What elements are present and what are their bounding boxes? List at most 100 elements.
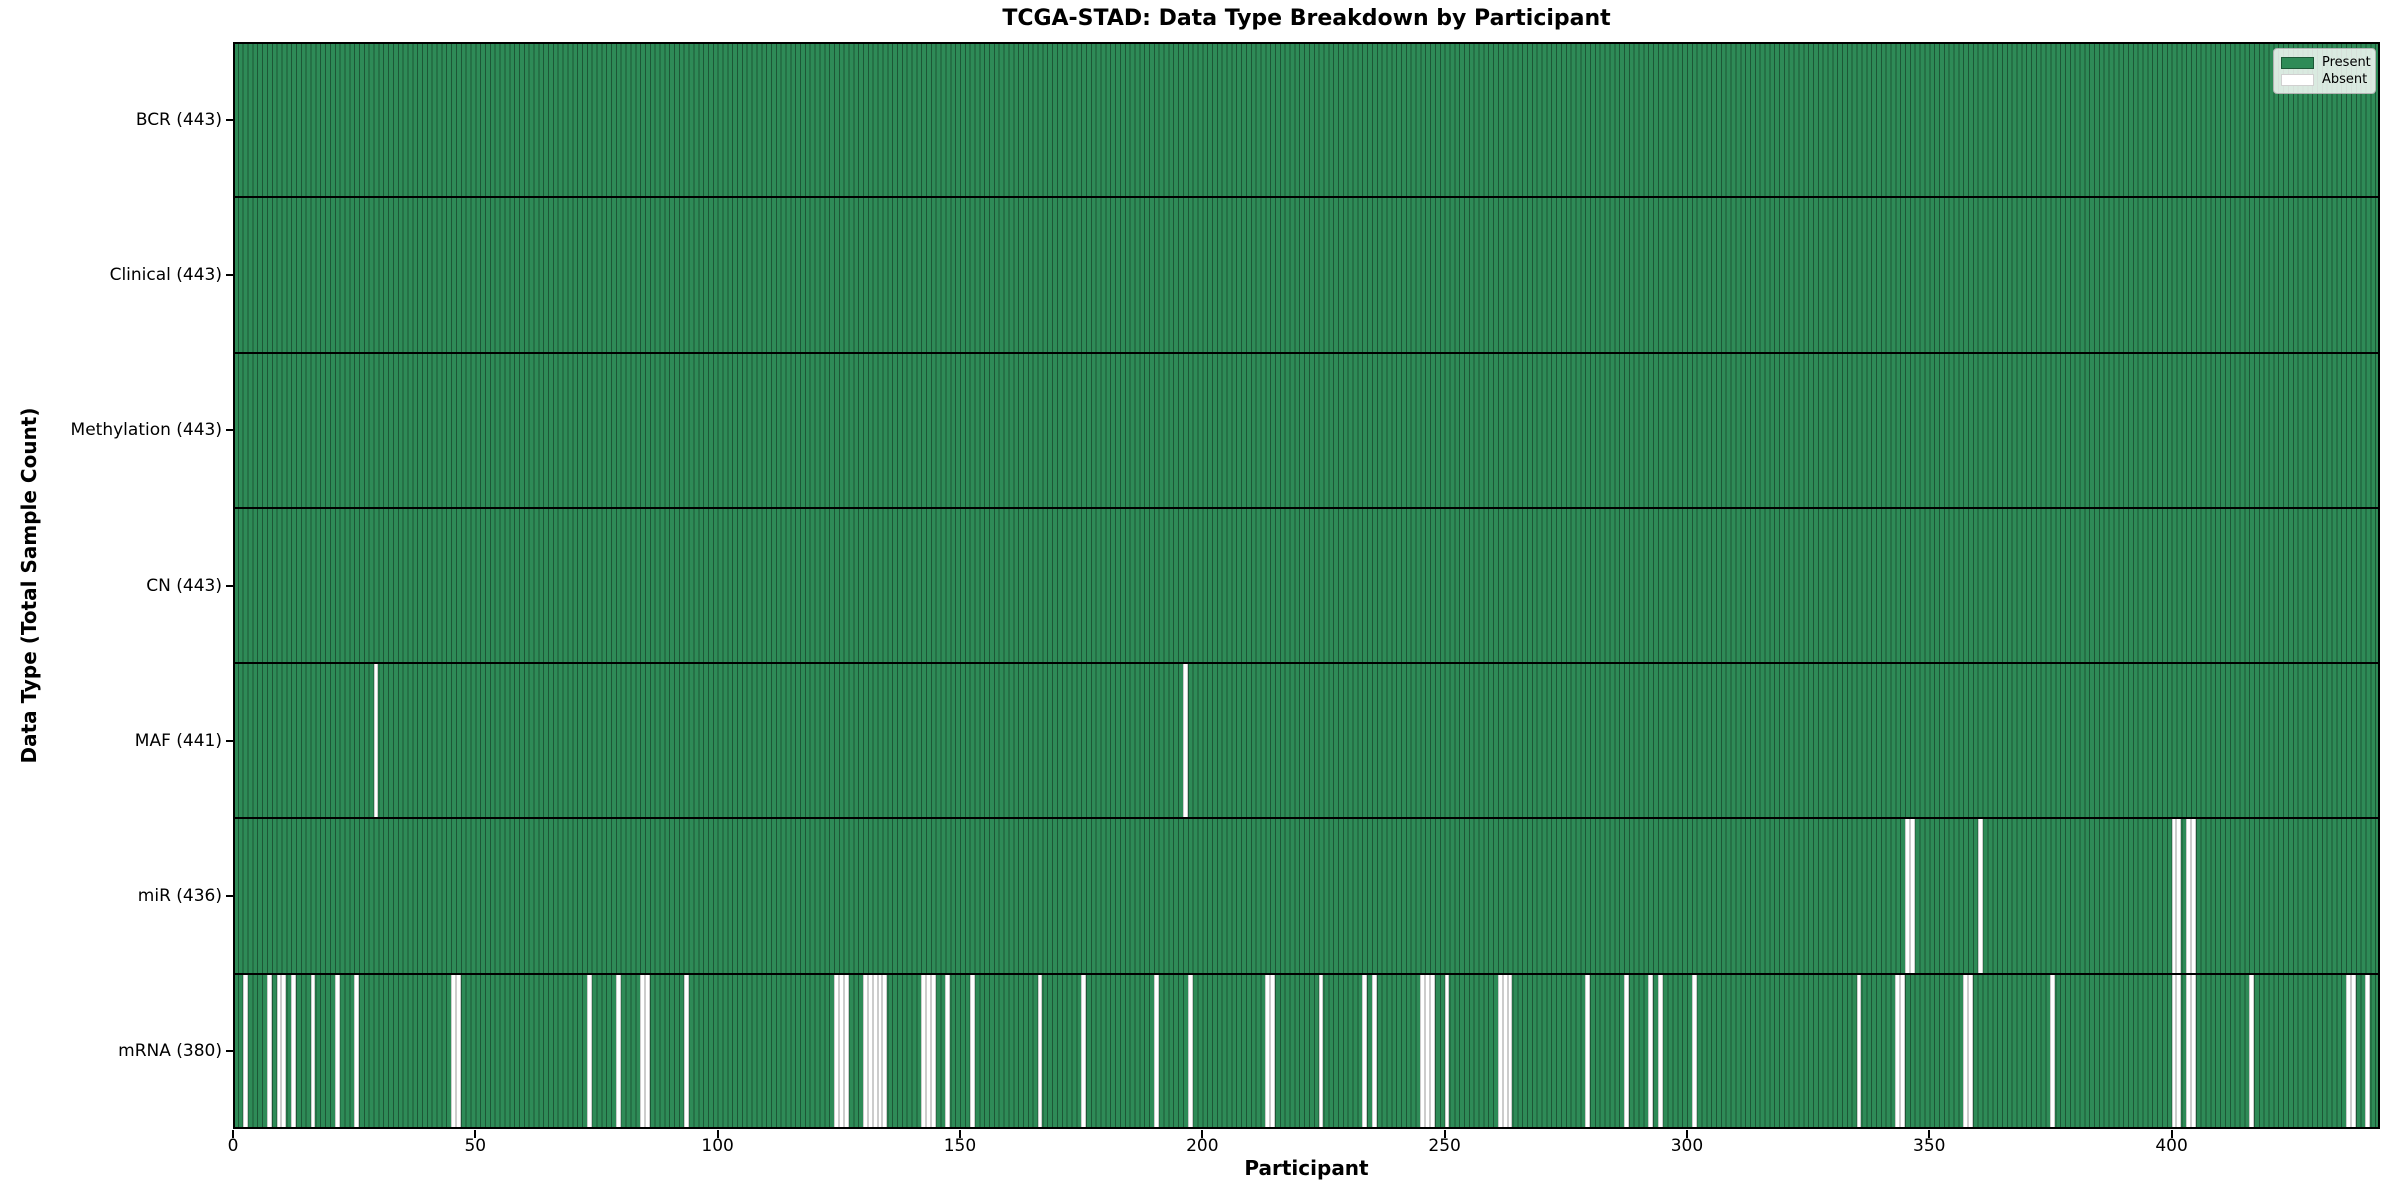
absent-bar (1420, 973, 1426, 1129)
x-tick-label: 400 (2155, 1136, 2188, 1156)
absent-bar (833, 973, 839, 1129)
heatmap-row-bcr (233, 42, 2380, 198)
y-tick-label: Methylation (443) (70, 420, 222, 441)
heatmap-row-methylation (233, 352, 2380, 508)
absent-bar (640, 973, 645, 1129)
absent-bar (644, 973, 650, 1129)
row-separator (233, 196, 2380, 199)
legend-item-absent: Absent (2281, 71, 2368, 88)
absent-bar (1648, 973, 1654, 1129)
y-tick-label: CN (443) (146, 575, 222, 596)
absent-bar (2050, 973, 2056, 1129)
y-tick-mark (226, 1050, 233, 1053)
absent-bar (930, 973, 936, 1129)
absent-bar (877, 973, 883, 1129)
absent-bar (1623, 973, 1629, 1129)
row-separator (233, 972, 2380, 975)
absent-bar (2365, 973, 2371, 1129)
absent-bar (291, 973, 296, 1129)
absent-bar (838, 973, 844, 1129)
absent-bar (1900, 973, 1906, 1129)
plot-area (233, 42, 2380, 1129)
x-tick-mark (2170, 1130, 2173, 1138)
heatmap-row-maf (233, 663, 2380, 819)
y-tick-mark (226, 118, 233, 121)
x-tick-mark (1201, 1130, 1204, 1138)
y-tick-mark (226, 429, 233, 432)
x-tick-mark (232, 1130, 234, 1138)
absent-bar (1657, 973, 1663, 1129)
absent-bar (1502, 973, 1508, 1129)
absent-bar (2171, 818, 2177, 974)
y-tick-label: BCR (443) (135, 109, 222, 130)
legend-label-absent: Absent (2322, 72, 2368, 87)
chart-title: TCGA-STAD: Data Type Breakdown by Partic… (1002, 6, 1611, 31)
x-tick-mark (1928, 1130, 1931, 1138)
absent-bar (1371, 973, 1377, 1129)
absent-bar (2186, 818, 2191, 974)
absent-bar (276, 973, 282, 1129)
absent-bar (1265, 973, 1271, 1129)
absent-bar (1182, 663, 1188, 819)
absent-bar (373, 663, 379, 819)
absent-bar (2171, 973, 2177, 1129)
legend-item-present: Present (2281, 54, 2371, 71)
x-tick-mark (1443, 1130, 1446, 1138)
x-tick-label: 100 (701, 1136, 734, 1156)
y-axis-label: Data Type (Total Sample Count) (17, 407, 41, 764)
y-tick-mark (226, 273, 233, 276)
y-tick-label: miR (436) (137, 886, 222, 907)
x-tick-label: 150 (943, 1136, 977, 1156)
x-tick-label: 200 (1186, 1136, 1219, 1156)
absent-bar (1507, 973, 1513, 1129)
absent-bar (843, 973, 849, 1129)
absent-bar (1905, 818, 1910, 974)
x-tick-mark (958, 1130, 961, 1138)
y-tick-mark (226, 895, 233, 898)
absent-bar (455, 973, 461, 1129)
absent-bar (586, 973, 592, 1129)
heatmap-row-mir (233, 818, 2380, 974)
absent-bar (1856, 973, 1862, 1129)
legend-label-present: Present (2322, 55, 2371, 70)
absent-bar (2176, 973, 2182, 1129)
x-tick-label: 300 (1670, 1136, 1704, 1156)
legend: Present Absent (2273, 48, 2376, 94)
absent-bar (1968, 973, 1973, 1129)
absent-bar (451, 973, 456, 1129)
row-separator (233, 506, 2380, 509)
absent-bar (926, 973, 931, 1129)
absent-bar (1585, 973, 1591, 1129)
absent-bar (1318, 973, 1324, 1129)
row-separator (233, 351, 2380, 354)
y-tick-mark (226, 739, 233, 742)
absent-bar (310, 973, 316, 1129)
row-separator (233, 817, 2380, 820)
x-tick-mark (1685, 1130, 1688, 1138)
absent-bar (354, 973, 359, 1129)
x-tick-mark (474, 1130, 477, 1138)
absent-bar (921, 973, 927, 1129)
absent-bar (2346, 973, 2351, 1129)
absent-bar (1963, 973, 1969, 1129)
present-swatch-icon (2281, 56, 2314, 69)
absent-bar (882, 973, 888, 1129)
absent-bar (945, 973, 951, 1129)
y-tick-mark (226, 584, 233, 587)
x-tick-label: 50 (464, 1136, 487, 1156)
absent-bar (1977, 818, 1983, 974)
y-tick-label: MAF (441) (134, 730, 222, 751)
absent-bar (1153, 973, 1159, 1129)
absent-bar (1187, 973, 1193, 1129)
absent-bar (1081, 973, 1086, 1129)
absent-bar (969, 973, 975, 1129)
absent-bar (863, 973, 868, 1129)
absent-bar (2186, 973, 2191, 1129)
x-tick-label: 0 (227, 1136, 239, 1156)
absent-bar (2190, 818, 2196, 974)
absent-bar (872, 973, 878, 1129)
heatmap-row-cn (233, 507, 2380, 664)
absent-bar (1425, 973, 1431, 1129)
absent-bar (2176, 818, 2182, 974)
